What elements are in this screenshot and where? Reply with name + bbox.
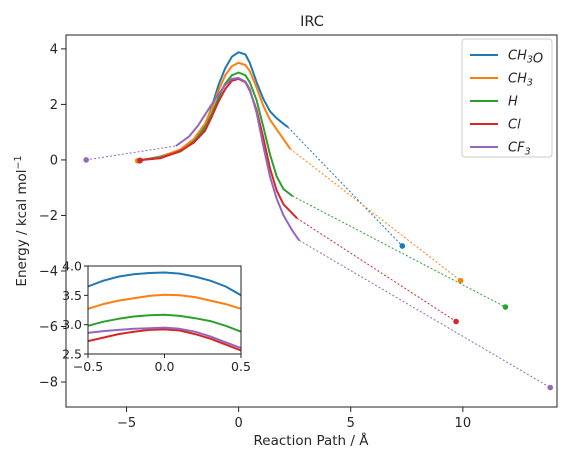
y-tick-label: 2	[50, 98, 58, 113]
series-4-endpoint	[547, 384, 554, 391]
series-3-curve	[142, 77, 298, 219]
series-4-connector	[86, 145, 176, 161]
inset-y-tick-label: 2.5	[62, 347, 82, 362]
plot-frame	[65, 34, 558, 408]
chart-title: IRC	[300, 14, 324, 30]
axis-ticks: −5 0 5 10 −8 −6 −4 −2 0 2 4	[39, 42, 471, 431]
series-0-connector	[287, 126, 403, 247]
plot-area: −5 0 5 10 −8 −6 −4 −2 0 2 4	[39, 34, 558, 431]
y-axis-label: Energy / kcal mol−1	[13, 155, 30, 286]
y-tick-label: 4	[50, 42, 58, 57]
series-3-connector	[296, 217, 457, 322]
x-tick-label: −5	[117, 416, 136, 431]
series-1-connector	[289, 148, 461, 282]
series-0-curve	[142, 51, 289, 161]
legend: CH3O CH3 H Cl CF3	[461, 38, 553, 158]
series-1-endpoint	[457, 277, 464, 284]
y-tick-label: 0	[50, 153, 58, 168]
inset-series-0-curve	[87, 271, 242, 297]
y-axis-label-exponent: −1	[13, 155, 24, 169]
inset-y-tick-label: 4.0	[62, 259, 82, 274]
series-2-connector	[292, 195, 506, 308]
x-tick-label: 10	[455, 416, 472, 431]
series-4-start-point	[83, 157, 89, 163]
series-1-curve	[142, 61, 292, 161]
inset-y-tick-label: 3.0	[62, 317, 82, 332]
series-3-endpoint	[453, 318, 459, 325]
y-tick-label: −2	[39, 209, 58, 224]
legend-label: CH3	[508, 72, 533, 89]
inset-series-4-curve	[87, 326, 242, 350]
series-lines	[83, 51, 554, 391]
x-axis-label: Reaction Path / Å	[254, 432, 370, 449]
series-0-endpoint	[399, 243, 406, 249]
inset-series-1-curve	[87, 293, 242, 310]
inset-plot: −0.5 0.0 0.5 2.5 3.0 3.5 4.0	[62, 259, 251, 375]
inset-x-tick-label: −0.5	[73, 359, 103, 374]
inset-axis-ticks: −0.5 0.0 0.5 2.5 3.0 3.5 4.0	[62, 259, 251, 375]
series-3-start-point	[137, 157, 143, 164]
inset-series-3-curve	[87, 328, 242, 352]
y-tick-label: −6	[39, 320, 58, 335]
x-tick-label: 0	[234, 416, 242, 431]
legend-frame	[461, 38, 553, 158]
series-2-endpoint	[502, 304, 509, 310]
y-tick-label: −8	[39, 376, 58, 391]
legend-label: Cl	[508, 118, 521, 133]
y-tick-label: −4	[39, 264, 58, 279]
series-4-connector	[298, 239, 551, 389]
legend-label: H	[508, 95, 518, 110]
inset-x-tick-label: 0.0	[155, 359, 175, 374]
inset-y-tick-label: 3.5	[62, 288, 82, 303]
inset-series-2-curve	[87, 313, 242, 333]
series-4-curve	[175, 77, 301, 241]
inset-x-tick-label: 0.5	[231, 359, 251, 374]
inset-series-lines	[87, 271, 242, 352]
x-tick-label: 5	[347, 416, 355, 431]
y-axis-label-main: Energy / kcal mol	[14, 169, 30, 286]
legend-label: CH3O	[508, 49, 543, 67]
legend-label: CF3	[508, 141, 531, 158]
